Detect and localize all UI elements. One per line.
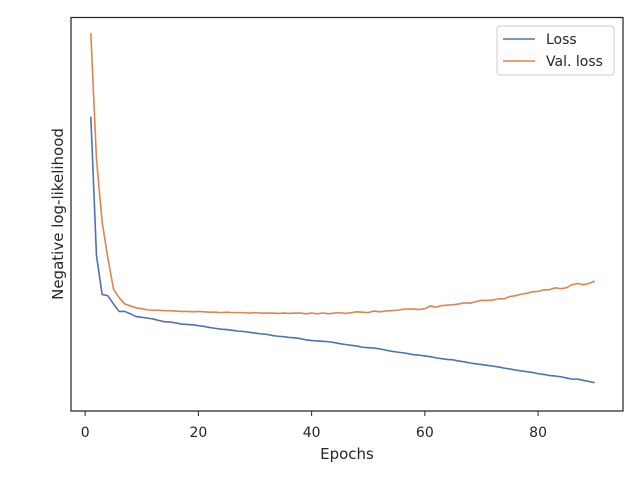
legend: Loss Val. loss <box>496 25 615 76</box>
x-axis-ticks: 0 20 40 60 80 <box>81 411 547 441</box>
x-tick-label: 80 <box>529 425 547 441</box>
y-axis-label: Negative log-likelihood <box>49 128 67 300</box>
plot-area <box>90 33 595 384</box>
axes-frame <box>70 16 624 412</box>
x-tick-label: 20 <box>189 425 207 441</box>
legend-label-loss: Loss <box>546 32 577 48</box>
legend-label-val-loss: Val. loss <box>546 54 603 70</box>
series-line-val-loss <box>90 33 595 315</box>
series-line-loss <box>90 116 595 384</box>
x-tick-label: 40 <box>303 425 321 441</box>
x-axis-label: Epochs <box>320 445 374 463</box>
x-tick-label: 0 <box>81 425 90 441</box>
x-tick-label: 60 <box>416 425 434 441</box>
